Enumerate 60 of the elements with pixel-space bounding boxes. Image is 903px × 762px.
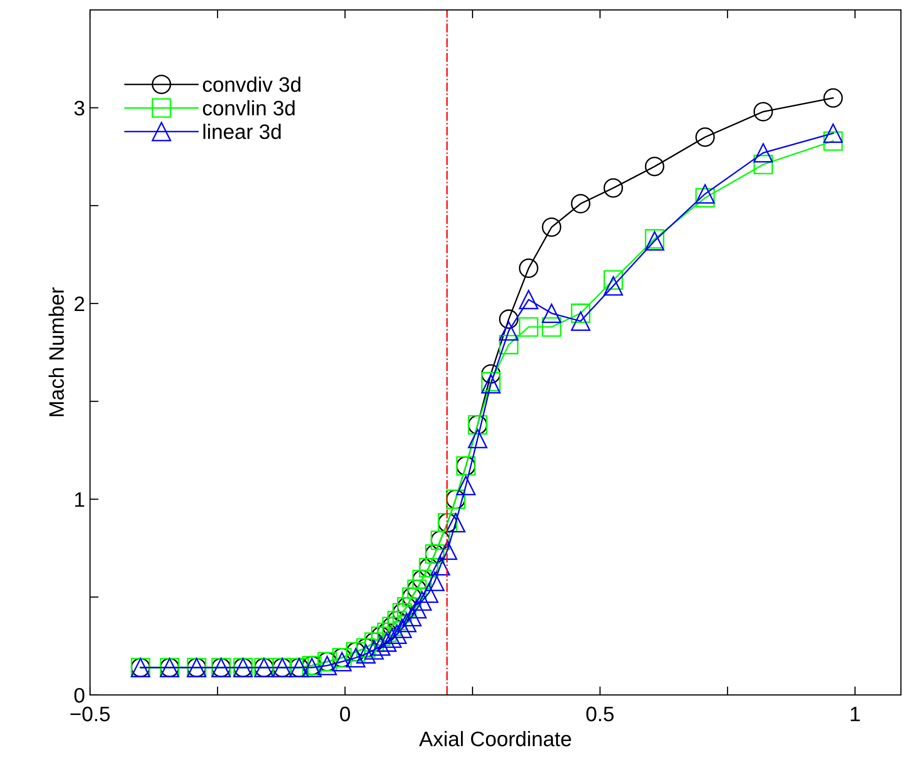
point — [332, 652, 352, 672]
legend-label: convdiv 3d — [202, 76, 300, 92]
point — [317, 656, 337, 676]
x-axis-title: Axial Coordinate — [419, 731, 571, 746]
point — [430, 556, 450, 576]
point — [418, 583, 438, 603]
y-tick-label: 3 — [74, 100, 84, 116]
point — [542, 304, 562, 324]
point — [468, 428, 488, 448]
point — [754, 143, 773, 163]
point — [377, 632, 397, 652]
point — [542, 317, 562, 337]
x-tick-label: −0.5 — [70, 706, 110, 722]
x-tick-label: 0.5 — [586, 706, 614, 722]
point — [438, 540, 458, 560]
point — [823, 131, 843, 151]
point — [481, 364, 501, 384]
point — [644, 156, 664, 176]
point — [542, 217, 562, 237]
point — [382, 628, 402, 648]
y-tick-label: 1 — [75, 492, 84, 507]
point — [823, 123, 843, 143]
point — [364, 640, 384, 660]
point — [446, 512, 466, 532]
x-tick-label: 0 — [340, 706, 350, 722]
point — [754, 102, 773, 122]
point — [695, 188, 715, 208]
point — [499, 334, 518, 354]
y-tick-label: 0 — [74, 688, 84, 703]
point — [754, 154, 773, 174]
point — [456, 476, 476, 496]
point — [387, 624, 407, 644]
point — [407, 599, 427, 619]
point — [518, 290, 538, 310]
point — [499, 321, 518, 341]
legend-label: convlin 3d — [202, 100, 295, 116]
point — [518, 317, 538, 337]
point — [402, 606, 422, 626]
point — [518, 258, 538, 278]
point — [412, 591, 432, 611]
point — [695, 184, 715, 204]
point — [604, 178, 624, 198]
point — [570, 311, 590, 331]
point — [346, 648, 366, 668]
point — [397, 612, 416, 632]
point — [695, 127, 715, 147]
point — [823, 88, 843, 108]
y-tick-label: 2 — [74, 296, 84, 312]
legend-label: linear 3d — [203, 124, 281, 140]
point — [499, 309, 518, 329]
point — [392, 618, 412, 638]
point — [604, 270, 624, 290]
x-tick-label: 1 — [850, 706, 860, 722]
point — [371, 636, 390, 656]
point — [570, 304, 590, 324]
point — [604, 276, 624, 296]
point — [356, 644, 376, 664]
point — [425, 572, 445, 592]
y-axis-title: Mach Number — [48, 287, 64, 416]
point — [570, 194, 590, 214]
